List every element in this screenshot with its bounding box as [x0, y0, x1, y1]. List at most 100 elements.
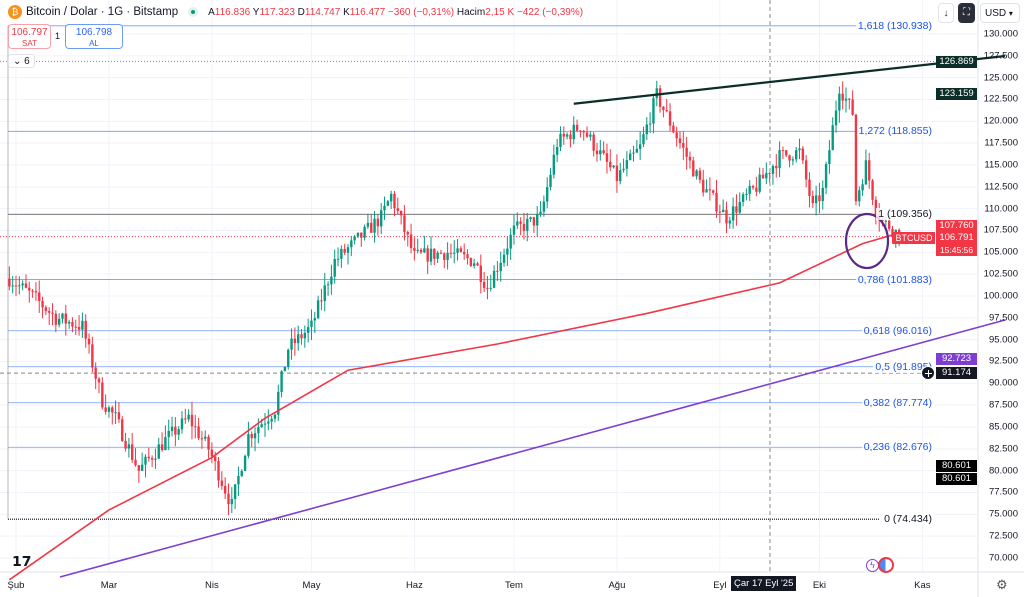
settings-gear-icon[interactable]: ⚙ — [996, 577, 1008, 592]
candle-body — [150, 458, 154, 460]
fib-label: 0 (74.434) — [882, 513, 934, 526]
candle-body — [21, 283, 24, 286]
fib-label: 0,236 (82.676) — [861, 441, 934, 454]
candle-body — [64, 313, 67, 324]
candle-body — [8, 278, 11, 287]
y-tick-label: 80.000 — [988, 465, 1018, 477]
candle-body — [97, 378, 101, 383]
candle-body — [874, 199, 878, 216]
candle-body — [658, 88, 662, 107]
candle-body — [804, 160, 808, 180]
candle-body — [854, 114, 858, 202]
candle-body — [725, 209, 728, 224]
candle-body — [426, 248, 429, 262]
y-tick-label: 127.500 — [983, 50, 1018, 62]
candle-body — [795, 150, 798, 160]
x-tick-label: Eyl — [713, 580, 727, 591]
x-tick-label: Eki — [812, 580, 827, 591]
candle-body — [682, 143, 685, 148]
candle-body — [61, 313, 64, 319]
currency-select[interactable]: USD ▾ — [980, 3, 1020, 23]
candle-body — [360, 232, 363, 238]
candle-body — [154, 458, 157, 460]
chart-header: ₿ Bitcoin / Dolar · 1G · Bitstamp A116.8… — [8, 5, 583, 19]
add-alert-icon[interactable] — [921, 366, 935, 380]
candle-body — [363, 226, 366, 238]
candle-body — [283, 366, 287, 372]
chevron-down-icon: ⌄ — [13, 56, 22, 67]
candle-body — [117, 412, 121, 420]
candle-body — [399, 210, 403, 216]
y-tick-label: 115.000 — [984, 159, 1018, 171]
candle-body — [735, 206, 738, 213]
fib-label: 1 (109.356) — [876, 208, 934, 221]
candle-body — [44, 307, 48, 312]
candle-body — [184, 418, 187, 420]
countdown-tag: 15:45:56 — [936, 244, 977, 256]
x-tick-label: Tem — [505, 580, 523, 591]
candle-body — [672, 125, 675, 133]
candle-body — [585, 132, 589, 137]
candle-body — [217, 460, 220, 481]
us-flag-event-icon[interactable] — [878, 557, 894, 573]
candle-body — [333, 258, 336, 277]
market-status-icon — [188, 7, 199, 17]
candle-body — [326, 284, 330, 286]
candle-body — [14, 285, 18, 287]
highlight-circle — [844, 212, 890, 270]
bitcoin-icon: ₿ — [8, 5, 22, 19]
candle-body — [516, 221, 519, 226]
candle-body — [380, 210, 383, 227]
candle-body — [648, 123, 652, 125]
scroll-down-button[interactable]: ↓ — [938, 3, 954, 23]
candle-body — [765, 173, 768, 179]
symbol-title[interactable]: Bitcoin / Dolar · 1G · Bitstamp — [26, 6, 179, 18]
candle-body — [492, 270, 496, 288]
candle-body — [157, 444, 160, 459]
candle-body — [702, 179, 705, 193]
y-tick-label: 120.000 — [983, 115, 1018, 127]
candle-body — [635, 148, 639, 153]
candle-body — [652, 98, 655, 124]
fullscreen-button[interactable]: ⛶ — [958, 3, 975, 23]
candle-body — [353, 236, 356, 241]
candle-body — [107, 407, 111, 412]
candle-body — [781, 150, 785, 152]
candle-body — [489, 287, 492, 289]
candle-body — [821, 187, 824, 202]
candle-body — [403, 215, 406, 232]
candle-body — [526, 218, 529, 231]
candle-body — [748, 185, 751, 194]
candle-body — [536, 214, 539, 226]
candle-body — [343, 248, 346, 253]
candle-body — [798, 148, 801, 151]
candle-body — [24, 283, 28, 288]
candle-body — [197, 426, 200, 439]
support-line-price-tag: 92.723 — [936, 353, 977, 365]
trend-top-price-tag: 126.869 — [936, 56, 977, 68]
candle-body — [346, 247, 350, 253]
candle-body — [479, 265, 482, 282]
fib-label: 0,5 (91.895) — [873, 360, 934, 373]
candle-body — [625, 160, 629, 169]
arrow-down-icon: ↓ — [943, 8, 949, 19]
candle-body — [170, 426, 174, 431]
quantity[interactable]: 1 — [55, 31, 61, 41]
candle-body — [575, 124, 579, 131]
candle-body — [529, 217, 532, 219]
candle-body — [549, 174, 552, 188]
candle-body — [180, 418, 184, 430]
sell-button[interactable]: 106.797 SAT — [8, 24, 51, 49]
indicators-toggle[interactable]: ⌄ 6 — [8, 54, 35, 68]
buy-button[interactable]: 106.798 AL — [65, 24, 123, 49]
candle-body — [705, 189, 708, 193]
candle-body — [638, 144, 642, 149]
candle-body — [791, 159, 795, 161]
x-tick-label: Mar — [100, 580, 118, 591]
candle-body — [592, 134, 595, 151]
candle-body — [834, 110, 838, 126]
candle-body — [81, 320, 84, 330]
candle-body — [884, 220, 888, 222]
candle-body — [31, 290, 34, 292]
